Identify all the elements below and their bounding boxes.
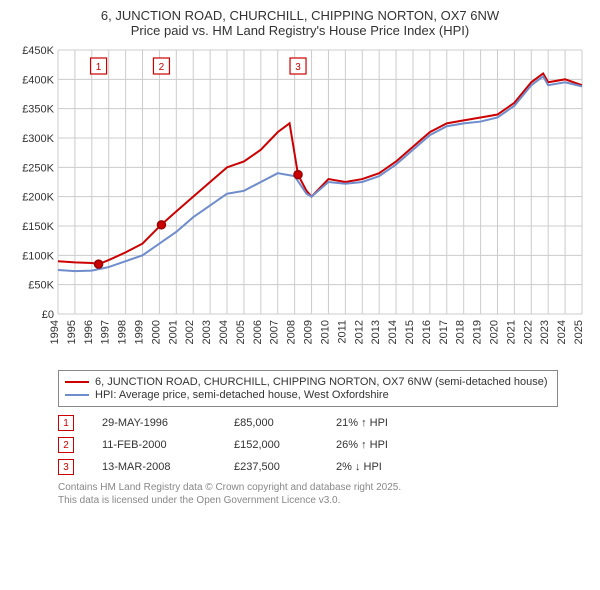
chart-svg: £0 £50K £100K £150K £200K £250K £300K £350K £400… [10,44,590,364]
svg-text:2001: 2001 [167,320,179,344]
svg-text:£450K: £450K [22,45,54,57]
svg-text:2013: 2013 [370,320,382,344]
legend-label-hpi: HPI: Average price, semi-detached house,… [95,389,389,401]
svg-text:3: 3 [295,62,301,73]
sale-delta-1: 21% ↑ HPI [336,417,426,429]
svg-text:2007: 2007 [269,320,281,344]
svg-text:2023: 2023 [539,320,551,344]
title-line-2: Price paid vs. HM Land Registry's House … [10,23,590,38]
svg-text:2000: 2000 [150,320,162,344]
svg-text:2017: 2017 [438,320,450,344]
svg-text:£50K: £50K [28,280,54,292]
svg-text:2002: 2002 [184,320,196,344]
sale-price-3: £237,500 [234,461,324,473]
sale-marker-1: 1 [58,415,74,431]
svg-text:2011: 2011 [336,320,348,344]
svg-text:2010: 2010 [319,320,331,344]
legend-swatch-property [65,381,89,383]
svg-text:1998: 1998 [117,320,129,344]
svg-text:2014: 2014 [387,320,399,344]
svg-text:2015: 2015 [404,320,416,344]
svg-text:2005: 2005 [235,320,247,344]
sale-row-3: 3 13-MAR-2008 £237,500 2% ↓ HPI [58,459,558,475]
chart-container: 6, JUNCTION ROAD, CHURCHILL, CHIPPING NO… [0,0,600,513]
svg-text:2012: 2012 [353,320,365,344]
legend-item-hpi: HPI: Average price, semi-detached house,… [65,389,551,401]
svg-text:£300K: £300K [22,133,54,145]
sale-delta-3: 2% ↓ HPI [336,461,426,473]
svg-text:2021: 2021 [505,320,517,344]
svg-text:£150K: £150K [22,221,54,233]
svg-text:2004: 2004 [218,320,230,344]
legend-swatch-hpi [65,394,89,396]
svg-text:1995: 1995 [66,320,78,344]
svg-text:2018: 2018 [455,320,467,344]
svg-text:2025: 2025 [573,320,585,344]
svg-text:2009: 2009 [303,320,315,344]
sale-date-3: 13-MAR-2008 [102,461,222,473]
footer-line-2: This data is licensed under the Open Gov… [58,494,558,507]
sale-marker-3: 3 [58,459,74,475]
svg-text:2006: 2006 [252,320,264,344]
svg-text:2019: 2019 [472,320,484,344]
legend-item-property: 6, JUNCTION ROAD, CHURCHILL, CHIPPING NO… [65,376,551,388]
svg-text:1: 1 [96,62,102,73]
svg-text:2024: 2024 [556,320,568,344]
svg-text:1997: 1997 [100,320,112,344]
sale-delta-2: 26% ↑ HPI [336,439,426,451]
sale-date-1: 29-MAY-1996 [102,417,222,429]
svg-text:2: 2 [159,62,165,73]
svg-text:£250K: £250K [22,162,54,174]
sale-price-1: £85,000 [234,417,324,429]
svg-text:2022: 2022 [522,320,534,344]
footer: Contains HM Land Registry data © Crown c… [58,481,558,507]
sale-marker-2: 2 [58,437,74,453]
sale-row-1: 1 29-MAY-1996 £85,000 21% ↑ HPI [58,415,558,431]
sale-price-2: £152,000 [234,439,324,451]
svg-text:2003: 2003 [201,320,213,344]
svg-text:1994: 1994 [49,320,61,344]
chart-area: £0 £50K £100K £150K £200K £250K £300K £350K £400… [10,44,590,364]
legend: 6, JUNCTION ROAD, CHURCHILL, CHIPPING NO… [58,370,558,407]
sale-date-2: 11-FEB-2000 [102,439,222,451]
svg-text:£100K: £100K [22,250,54,262]
sale-row-2: 2 11-FEB-2000 £152,000 26% ↑ HPI [58,437,558,453]
svg-text:2016: 2016 [421,320,433,344]
svg-text:1999: 1999 [134,320,146,344]
svg-text:£0: £0 [42,309,54,321]
svg-text:2020: 2020 [488,320,500,344]
svg-text:£400K: £400K [22,74,54,86]
title-line-1: 6, JUNCTION ROAD, CHURCHILL, CHIPPING NO… [10,8,590,23]
footer-line-1: Contains HM Land Registry data © Crown c… [58,481,558,494]
svg-text:£350K: £350K [22,104,54,116]
svg-text:1996: 1996 [83,320,95,344]
legend-label-property: 6, JUNCTION ROAD, CHURCHILL, CHIPPING NO… [95,376,548,388]
title-block: 6, JUNCTION ROAD, CHURCHILL, CHIPPING NO… [10,8,590,38]
svg-text:2008: 2008 [286,320,298,344]
svg-text:£200K: £200K [22,192,54,204]
sales-table: 1 29-MAY-1996 £85,000 21% ↑ HPI 2 11-FEB… [58,415,558,475]
